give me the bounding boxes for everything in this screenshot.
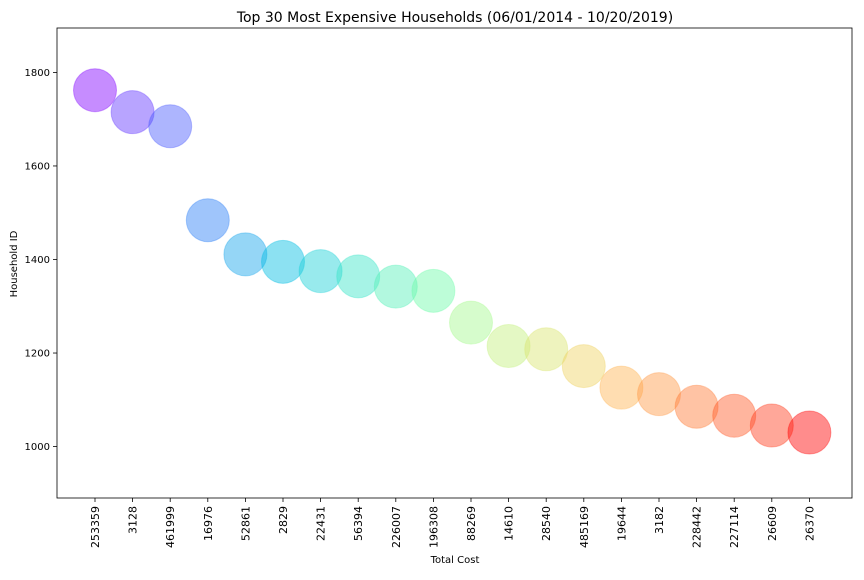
data-point [73,68,117,113]
x-tick-label: 14610 [503,506,516,541]
data-point [411,268,456,313]
data-point [637,372,681,417]
data-point [223,232,268,277]
x-tick-label: 56394 [352,506,365,541]
data-point [674,384,719,429]
x-tick-label: 226007 [390,506,403,548]
x-tick-label: 28540 [540,506,553,541]
y-tick-label: 1600 [25,161,50,172]
data-point [373,264,418,309]
data-point [261,239,305,284]
x-tick-label: 26609 [766,506,779,541]
data-point [486,324,531,369]
x-tick-label: 26370 [803,506,816,541]
x-tick-label: 228442 [691,506,704,548]
data-point [148,104,193,149]
x-tick-label: 485169 [578,506,591,548]
x-tick-label: 196308 [427,506,440,548]
data-point [561,344,606,389]
data-point [110,90,155,135]
x-tick-label: 227114 [728,506,741,548]
data-point [298,249,343,294]
x-tick-label: 88269 [465,506,478,541]
y-tick-label: 1800 [25,68,50,79]
plot-frame [56,27,853,499]
y-tick-label: 1400 [25,255,50,266]
data-point [524,327,569,372]
x-tick-label: 253359 [89,506,102,548]
x-tick-label: 3182 [653,506,666,534]
axes-layer: 1000 1200 1400 1600 1800 253359 3128 461999 1697… [25,27,853,548]
x-tick-label: 461999 [164,506,177,548]
data-point [336,254,381,299]
data-point [185,198,230,243]
data-point [749,403,794,448]
x-tick-label: 52861 [239,506,252,541]
x-tick-label: 19644 [615,506,628,541]
x-tick-label: 22431 [315,506,328,541]
chart-title: Top 30 Most Expensive Households (06/01/… [236,10,673,26]
x-tick-label: 3128 [127,506,140,534]
y-tick-label: 1000 [25,442,50,453]
y-tick-label: 1200 [25,349,50,360]
x-axis-label: Total Cost [430,555,480,566]
x-tick-label: 16976 [202,506,215,541]
bubble-layer [73,68,832,455]
data-point [712,393,757,438]
data-point [449,300,493,345]
data-point [599,365,644,410]
x-tick-label: 2829 [277,506,290,534]
data-point [787,410,832,455]
y-axis-label: Household ID [9,230,20,297]
